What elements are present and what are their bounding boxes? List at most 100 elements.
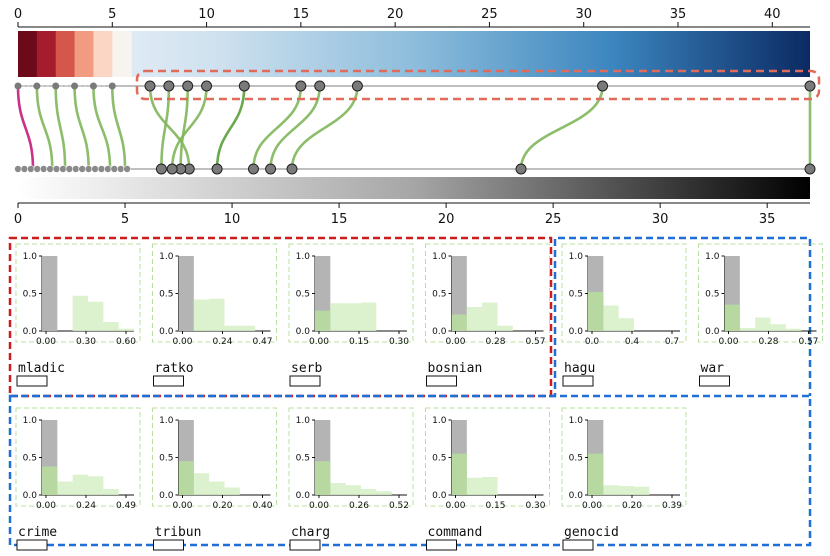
x-tick-label: 0.00 [309,337,329,347]
bottom-node[interactable] [211,163,223,175]
green-bar [72,295,88,331]
diverging-segment [36,31,57,77]
top-node[interactable] [314,80,326,92]
green-bar [482,302,498,331]
overlap-bar [42,466,58,495]
bottom-node[interactable] [515,163,527,175]
link-edge [16,85,35,170]
green-bar [785,328,802,331]
bottom-small-node[interactable] [97,165,106,173]
bottom-node[interactable] [265,163,277,175]
bottom-small-node[interactable] [52,165,61,173]
bottom-small-node[interactable] [78,165,87,173]
x-tick-label: 0.49 [116,501,136,511]
bottom-small-node[interactable] [14,165,22,173]
x-tick-label: 0.60 [116,337,136,347]
x-tick-label: 0.20 [212,501,232,511]
histogram-crime[interactable]: 0.0 0.5 1.0 0.00 0.24 0.49 crime [15,407,141,551]
y-tick-label: 0.5 [296,454,310,464]
bottom-nodes [14,163,816,175]
bottom-small-node[interactable] [123,165,131,173]
link-edge [92,85,112,170]
bottom-small-node[interactable] [59,165,67,173]
bottom-node[interactable] [247,163,259,175]
top-small-node[interactable] [71,82,79,90]
bottom-small-node[interactable] [20,165,29,173]
green-bar [603,485,619,495]
bottom-small-node[interactable] [71,165,80,173]
bottom-small-node[interactable] [39,165,48,173]
bottom-small-node[interactable] [116,165,125,173]
word-checkbox[interactable] [153,375,184,387]
word-checkbox[interactable] [562,539,594,551]
histogram-war[interactable]: 0.0 0.5 1.0 0.00 0.28 0.57 war [698,243,823,387]
word-checkbox[interactable] [289,375,321,387]
overlap-bar [588,292,604,331]
histogram-frame [15,243,141,343]
overlap-bar [178,461,194,495]
y-tick-label: 0.0 [705,327,720,337]
word-checkbox[interactable] [289,539,321,551]
top-node[interactable] [182,80,194,92]
top-small-node[interactable] [14,82,22,90]
histogram-bosnian[interactable]: 0.0 0.5 1.0 0.00 0.28 0.57 bosnian [425,243,550,387]
green-bar [239,325,256,331]
top-node[interactable] [163,80,175,92]
word-checkbox[interactable] [426,375,457,387]
word-checkbox[interactable] [16,539,48,551]
bottom-small-node[interactable] [104,165,112,173]
histogram-genocid[interactable]: 0.0 0.5 1.0 0.00 0.20 0.39 genocid [561,407,687,551]
bottom-small-node[interactable] [84,165,93,173]
bottom-small-node[interactable] [46,165,54,173]
bottom-node[interactable] [804,163,816,175]
y-tick-label: 1.0 [569,252,584,262]
top-small-node[interactable] [33,82,41,90]
bottom-small-node[interactable] [27,165,35,173]
word-checkbox[interactable] [153,539,184,551]
y-tick-label: 0.0 [23,491,38,501]
bottom-small-node[interactable] [91,165,99,173]
y-tick-label: 0.5 [159,290,173,300]
histogram-frame [288,243,414,343]
histogram-command[interactable]: 0.0 0.5 1.0 0.00 0.15 0.30 command [425,407,550,551]
word-checkbox[interactable] [562,375,594,387]
histogram-serb[interactable]: 0.0 0.5 1.0 0.00 0.15 0.30 serb [288,243,414,387]
word-checkbox[interactable] [699,375,730,387]
diverging-segment [55,31,76,77]
x-tick-label: 0.40 [252,501,272,511]
x-tick-label: 0.30 [389,337,409,347]
green-bar [193,299,210,331]
green-bar [224,325,240,331]
word-checkbox[interactable] [426,539,457,551]
top-node[interactable] [804,80,816,92]
histogram-frame [152,243,277,343]
bottom-small-node[interactable] [65,165,74,173]
histogram-charg[interactable]: 0.0 0.5 1.0 0.00 0.26 0.52 charg [288,407,414,551]
green-bar [103,489,119,495]
word-checkbox[interactable] [16,375,48,387]
bottom-node[interactable] [286,163,298,175]
green-bar [755,317,771,331]
bottom-node[interactable] [166,163,178,175]
histogram-hagu[interactable]: 0.0 0.5 1.0 0.0 0.4 0.7 hagu [561,243,687,387]
word-label: crime [18,525,57,540]
bottom-small-node[interactable] [110,165,119,173]
y-tick-label: 0.5 [569,454,583,464]
histogram-ratko[interactable]: 0.0 0.5 1.0 0.00 0.24 0.47 ratko [152,243,277,387]
top-node[interactable] [201,80,213,92]
top-node[interactable] [238,80,250,92]
green-bar [193,473,210,495]
top-node[interactable] [597,80,609,92]
bottom-small-node[interactable] [33,165,42,173]
top-node[interactable] [351,80,363,92]
bottom-node[interactable] [155,163,167,175]
top-node[interactable] [295,80,307,92]
top-small-node[interactable] [52,82,60,90]
histogram-mladic[interactable]: 0.0 0.5 1.0 0.00 0.30 0.60 mladic [15,243,141,387]
green-bar [57,481,73,495]
x-tick-label: 0.30 [525,501,545,511]
histogram-tribun[interactable]: 0.0 0.5 1.0 0.00 0.20 0.40 tribun [152,407,277,551]
top-small-node[interactable] [108,82,116,90]
top-small-node[interactable] [89,82,97,90]
top-node[interactable] [144,80,156,92]
